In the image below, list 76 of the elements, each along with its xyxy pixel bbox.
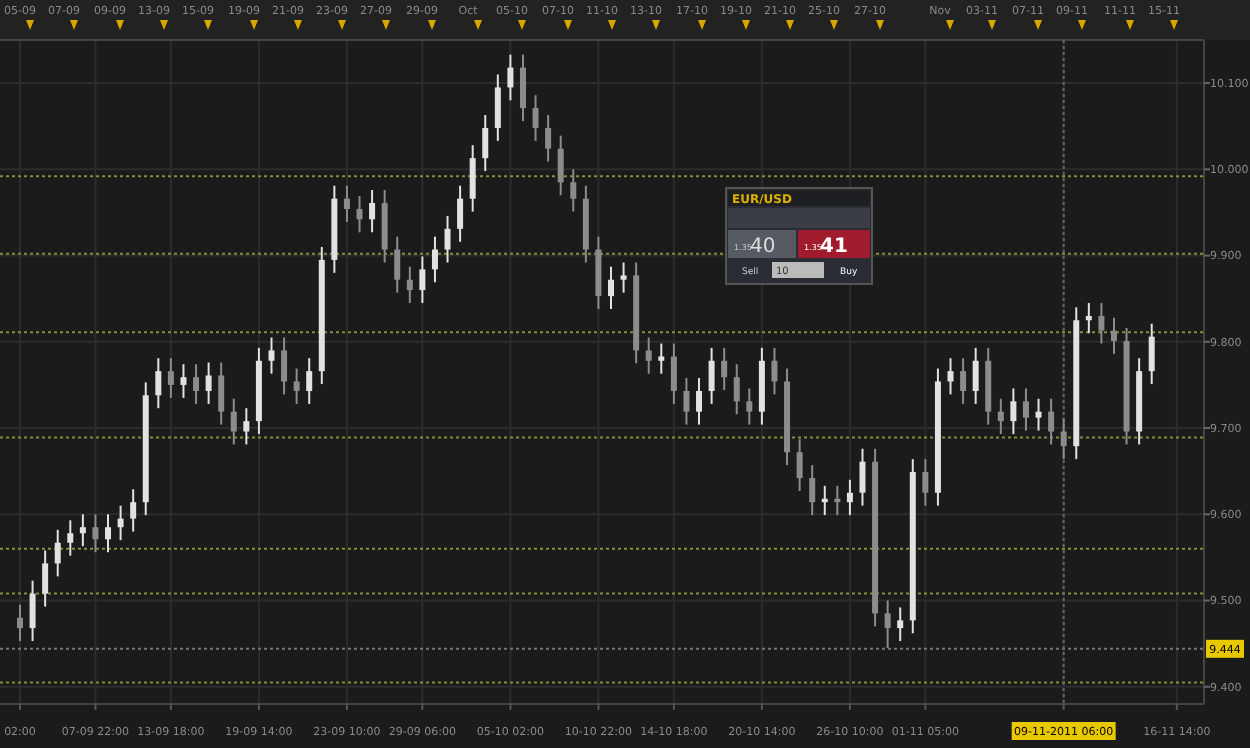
candlestick — [670, 342, 677, 405]
candlestick — [859, 447, 866, 507]
annotation: 40 — [750, 236, 776, 258]
candlestick — [608, 265, 614, 311]
candlestick — [180, 363, 187, 399]
candlestick — [746, 387, 753, 426]
candlestick — [846, 478, 853, 517]
candlestick — [92, 513, 99, 554]
candlestick — [79, 513, 86, 548]
candlestick — [356, 195, 363, 234]
candlestick — [1035, 397, 1042, 432]
candlestick — [595, 235, 602, 311]
candlestick — [960, 357, 967, 405]
candlestick — [1148, 322, 1155, 386]
candlestick — [645, 336, 652, 375]
candlestick — [167, 357, 174, 399]
candlestick — [494, 73, 501, 142]
candlestick — [1060, 417, 1067, 461]
candlestick — [771, 346, 778, 396]
candlestick — [1110, 316, 1117, 355]
candlestick — [230, 397, 237, 446]
candlestick — [29, 579, 36, 643]
candlestick — [281, 336, 288, 396]
candlestick — [42, 549, 49, 608]
candlestick — [205, 361, 212, 405]
candlestick — [947, 357, 954, 396]
candlestick — [721, 346, 728, 392]
candlestick — [369, 189, 376, 234]
candlestick — [570, 168, 577, 213]
candlestick — [306, 357, 313, 405]
candlestick — [130, 488, 137, 533]
candlestick — [1010, 387, 1017, 436]
candlestick — [1098, 302, 1105, 345]
candlestick — [796, 438, 803, 492]
candlestick — [343, 184, 350, 223]
candlestick — [1085, 302, 1092, 335]
candlestick — [218, 361, 225, 426]
candlestick — [105, 513, 112, 554]
candlestick — [457, 184, 464, 243]
candlestick — [67, 519, 74, 557]
candlestick — [683, 377, 690, 426]
candlestick — [469, 144, 476, 213]
candlestick — [17, 603, 23, 643]
candlestick — [193, 363, 200, 405]
candlestick — [394, 235, 401, 294]
annotation: 41 — [820, 236, 848, 258]
candlestick — [620, 261, 627, 294]
candlestick — [972, 346, 979, 405]
candlestick — [419, 255, 426, 305]
candlestick — [431, 235, 438, 284]
candlestick — [482, 114, 489, 173]
candlestick — [708, 346, 715, 405]
candlestick — [507, 53, 514, 102]
candlestick — [532, 94, 539, 142]
candlestick — [243, 407, 250, 446]
candlestick — [268, 336, 275, 375]
candlestick — [733, 363, 740, 416]
candlestick — [658, 342, 665, 375]
candlestick — [1048, 397, 1055, 446]
candlestick — [519, 53, 526, 123]
candlestick — [117, 504, 124, 542]
candlestick — [1022, 387, 1029, 432]
candlestick — [381, 189, 388, 264]
candlestick — [696, 377, 703, 426]
candlestick — [545, 114, 552, 163]
candlestick — [444, 214, 451, 264]
candlestick — [293, 367, 300, 405]
candlestick — [897, 606, 904, 643]
candlestick — [406, 265, 413, 305]
candlestick — [557, 134, 564, 197]
candlestick — [155, 357, 162, 410]
candlestick — [809, 464, 816, 517]
candlestick — [54, 528, 61, 578]
candlestick — [922, 458, 929, 507]
candlestick — [997, 397, 1004, 436]
candlestick — [884, 599, 891, 649]
